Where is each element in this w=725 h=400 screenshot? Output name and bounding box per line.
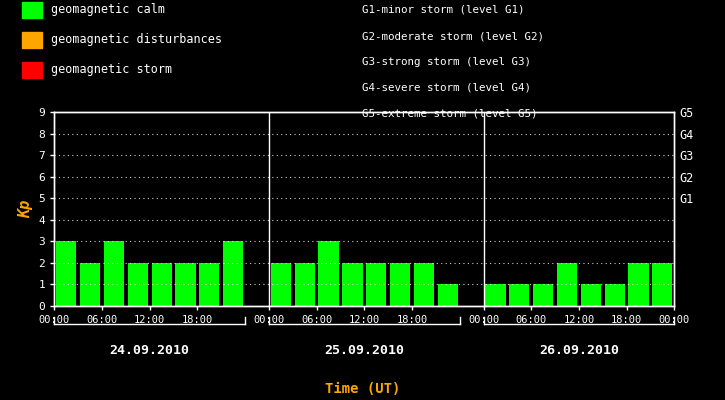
Bar bbox=[342, 263, 362, 306]
Text: G2-moderate storm (level G2): G2-moderate storm (level G2) bbox=[362, 31, 544, 41]
Bar bbox=[223, 241, 244, 306]
Text: 24.09.2010: 24.09.2010 bbox=[109, 344, 190, 357]
Bar bbox=[80, 263, 100, 306]
Text: Time (UT): Time (UT) bbox=[325, 382, 400, 396]
Bar bbox=[128, 263, 148, 306]
Bar bbox=[485, 284, 505, 306]
Text: G3-strong storm (level G3): G3-strong storm (level G3) bbox=[362, 57, 531, 67]
Bar bbox=[366, 263, 386, 306]
Bar bbox=[318, 241, 339, 306]
Text: 25.09.2010: 25.09.2010 bbox=[324, 344, 405, 357]
Y-axis label: Kp: Kp bbox=[18, 200, 33, 218]
Bar bbox=[557, 263, 577, 306]
Bar bbox=[581, 284, 601, 306]
Text: geomagnetic storm: geomagnetic storm bbox=[51, 64, 172, 76]
Bar bbox=[652, 263, 673, 306]
Bar bbox=[533, 284, 553, 306]
Bar bbox=[629, 263, 649, 306]
Bar bbox=[104, 241, 124, 306]
Bar bbox=[390, 263, 410, 306]
Bar bbox=[175, 263, 196, 306]
Bar bbox=[270, 263, 291, 306]
Bar bbox=[414, 263, 434, 306]
Text: geomagnetic disturbances: geomagnetic disturbances bbox=[51, 34, 222, 46]
Bar bbox=[199, 263, 220, 306]
Bar bbox=[294, 263, 315, 306]
Text: 26.09.2010: 26.09.2010 bbox=[539, 344, 619, 357]
Bar bbox=[438, 284, 458, 306]
Text: G1-minor storm (level G1): G1-minor storm (level G1) bbox=[362, 5, 525, 15]
Bar bbox=[605, 284, 625, 306]
Bar bbox=[152, 263, 172, 306]
Bar bbox=[509, 284, 529, 306]
Text: geomagnetic calm: geomagnetic calm bbox=[51, 4, 165, 16]
Text: G5-extreme storm (level G5): G5-extreme storm (level G5) bbox=[362, 109, 538, 119]
Bar bbox=[56, 241, 76, 306]
Text: G4-severe storm (level G4): G4-severe storm (level G4) bbox=[362, 83, 531, 93]
